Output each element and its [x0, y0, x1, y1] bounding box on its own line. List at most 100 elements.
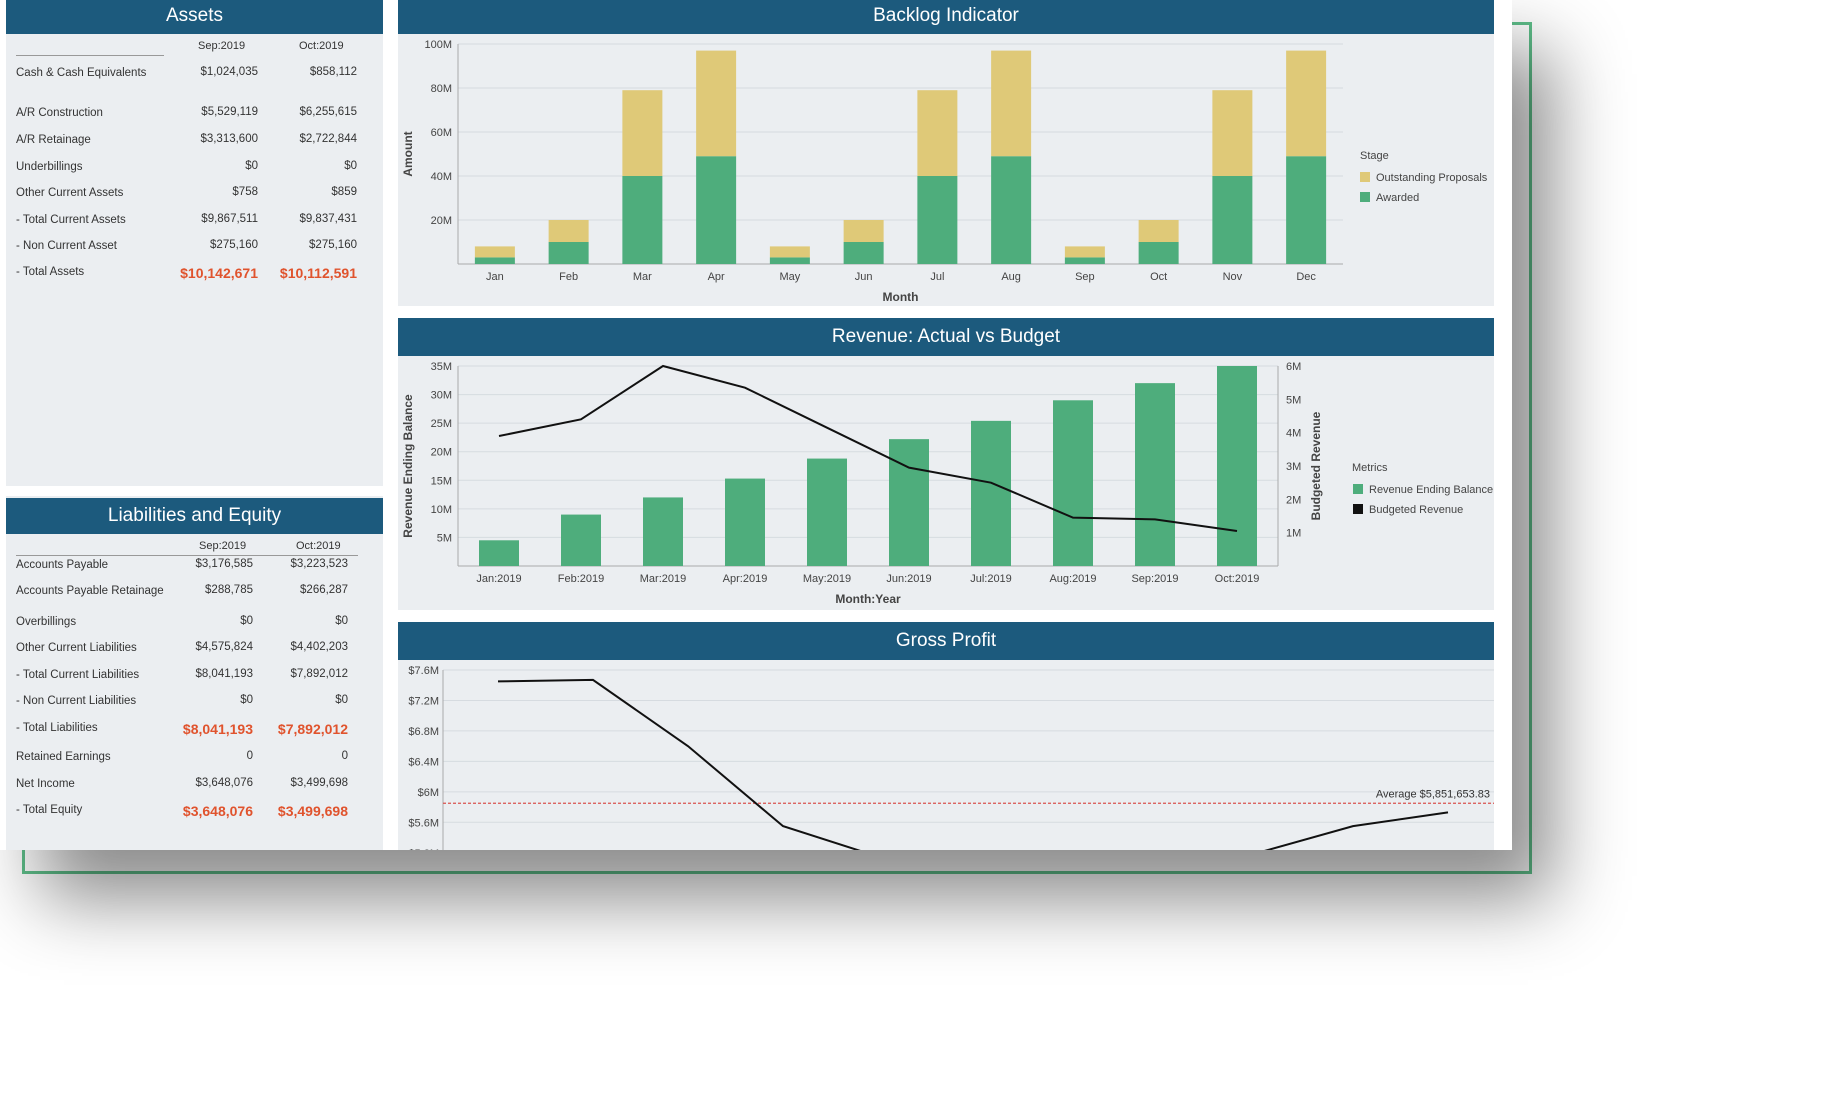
y2-tick-label: 2M [1286, 494, 1301, 506]
assets-table: Sep:2019 Oct:2019 Cash & Cash Equivalent… [16, 36, 373, 281]
y-tick-label: 35M [431, 361, 452, 373]
bar-proposals [548, 220, 589, 242]
assets-row-label: Cash & Cash Equivalents [16, 67, 147, 79]
x-tick-label: Jan [486, 271, 504, 283]
assets-row-value-col2: $858,112 [309, 66, 357, 78]
liabilities-row-value-col2: 0 [341, 750, 348, 762]
bar-awarded [1064, 257, 1105, 264]
x-tick-label: May:2019 [803, 573, 851, 585]
x-tick-label: Nov [1223, 271, 1243, 283]
x-tick-label: Jun [855, 271, 873, 283]
liabilities-row-label: Overbillings [16, 616, 77, 628]
legend-swatch-awarded [1360, 192, 1370, 202]
liabilities-header: Sep:2019 Oct:2019 [16, 536, 373, 556]
bar-awarded [622, 176, 663, 264]
bar-proposals [622, 90, 663, 176]
bar-awarded [1212, 176, 1253, 264]
bar-revenue-ending-balance [479, 540, 519, 566]
bar-awarded [843, 242, 884, 264]
liabilities-row-value-col1: $0 [240, 615, 253, 627]
x-tick-label: Jun:2019 [886, 573, 931, 585]
y2-tick-label: 5M [1286, 394, 1301, 406]
bar-proposals [769, 246, 810, 258]
liabilities-row-value-col1: $4,575,824 [195, 641, 253, 653]
liabilities-row-label: - Total Equity [16, 804, 83, 816]
liabilities-row-label: Retained Earnings [16, 751, 111, 763]
assets-row-value-col1: $0 [245, 160, 258, 172]
y2-axis-label: Budgeted Revenue [1309, 411, 1323, 520]
legend-label-revenue: Revenue Ending Balance [1369, 484, 1493, 496]
assets-row-label: Underbillings [16, 161, 83, 173]
liabilities-row-value-col2: $7,892,012 [277, 721, 348, 737]
liabilities-row-label: - Total Current Liabilities [16, 669, 140, 681]
x-tick-label: Sep:2019 [1131, 573, 1178, 585]
liabilities-row-value-col2: $3,499,698 [290, 777, 348, 789]
liabilities-row-value-col1: $0 [240, 694, 253, 706]
liabilities-col2-header: Oct:2019 [296, 540, 341, 552]
assets-row-value-col1: $9,867,511 [201, 213, 258, 225]
x-tick-label: Apr:2019 [723, 573, 768, 585]
y-tick-label: 20M [431, 447, 452, 459]
gross-profit-chart: $5.2M $5.6M $6M $6.4M $6.8M $7.2M $7.6M Average… [408, 665, 1494, 850]
liabilities-row-value-col1: $3,648,076 [195, 777, 253, 789]
liabilities-row-value-col2: $3,499,698 [277, 803, 348, 819]
legend-label-budget: Budgeted Revenue [1369, 504, 1463, 516]
liabilities-row-label: - Non Current Liabilities [16, 695, 137, 707]
assets-header-rule [16, 55, 164, 56]
liabilities-title: Liabilities and Equity [6, 498, 383, 534]
backlog-panel: Backlog Indicator 20M 40M 60M 80M 100M Jan Feb… [398, 0, 1494, 306]
bar-proposals [1286, 50, 1327, 157]
assets-row-value-col2: $6,255,615 [299, 106, 357, 118]
assets-col1-header: Sep:2019 [198, 40, 246, 52]
y-tick-label: 20M [431, 215, 452, 227]
bar-awarded [696, 156, 737, 264]
bar-awarded [1138, 242, 1179, 264]
assets-row-value-col1: $5,529,119 [201, 106, 258, 118]
y-tick-label: $7.6M [408, 665, 439, 677]
legend-swatch-budget [1353, 504, 1363, 514]
legend-swatch-revenue [1353, 484, 1363, 494]
bar-revenue-ending-balance [1135, 383, 1175, 566]
liabilities-row-value-col1: $3,176,585 [195, 558, 253, 570]
liabilities-row-value-col2: $0 [335, 694, 348, 706]
bar-proposals [843, 220, 884, 242]
bar-proposals [917, 90, 958, 176]
liabilities-row-value-col2: $266,287 [300, 584, 348, 596]
liabilities-row-value-col1: $3,648,076 [182, 803, 253, 819]
bar-awarded [474, 257, 515, 264]
liabilities-row-value-col2: $3,223,523 [290, 558, 348, 570]
bar-proposals [991, 50, 1032, 157]
y2-tick-label: 4M [1286, 428, 1301, 440]
legend-swatch-proposals [1360, 172, 1370, 182]
x-tick-label: Jul [930, 271, 944, 283]
y-tick-label: $6.8M [408, 726, 439, 738]
revenue-chart: 5M 10M 15M 20M 25M 30M 35M 1M 2M 3M 4M 5M 6M Jan:2019… [401, 361, 1493, 606]
y-tick-label: 80M [431, 83, 452, 95]
liabilities-row-value-col1: 0 [246, 750, 253, 762]
assets-row-value-col1: $3,313,600 [200, 133, 258, 145]
assets-row-label: - Total Assets [16, 266, 85, 278]
bar-revenue-ending-balance [971, 420, 1011, 566]
assets-row-label: A/R Retainage [16, 134, 91, 146]
assets-row-label: - Non Current Asset [16, 240, 117, 252]
x-tick-label: Mar:2019 [640, 573, 686, 585]
y2-tick-label: 1M [1286, 528, 1301, 540]
assets-title: Assets [6, 0, 383, 34]
x-tick-label: Jul:2019 [970, 573, 1012, 585]
assets-col2-header: Oct:2019 [299, 40, 344, 52]
backlog-chart: 20M 40M 60M 80M 100M Jan Feb Mar Apr May Jun Jul Aug… [401, 39, 1488, 304]
liabilities-row-value-col1: $8,041,193 [182, 721, 253, 737]
x-tick-label: Apr [708, 271, 725, 283]
x-tick-label: Feb:2019 [558, 573, 604, 585]
assets-row-value-col2: $859 [331, 186, 357, 198]
bar-revenue-ending-balance [807, 458, 847, 566]
x-tick-label: Oct [1150, 271, 1167, 283]
x-tick-label: Mar [633, 271, 652, 283]
assets-row-value-col2: $275,160 [309, 239, 357, 251]
y-tick-label: $5.2M [408, 848, 439, 850]
bar-proposals [1064, 246, 1105, 258]
x-tick-label: Dec [1296, 271, 1316, 283]
bar-awarded [1286, 156, 1327, 264]
liabilities-table: Sep:2019 Oct:2019 Accounts Payable $3,176… [16, 536, 373, 819]
bar-awarded [769, 257, 810, 264]
